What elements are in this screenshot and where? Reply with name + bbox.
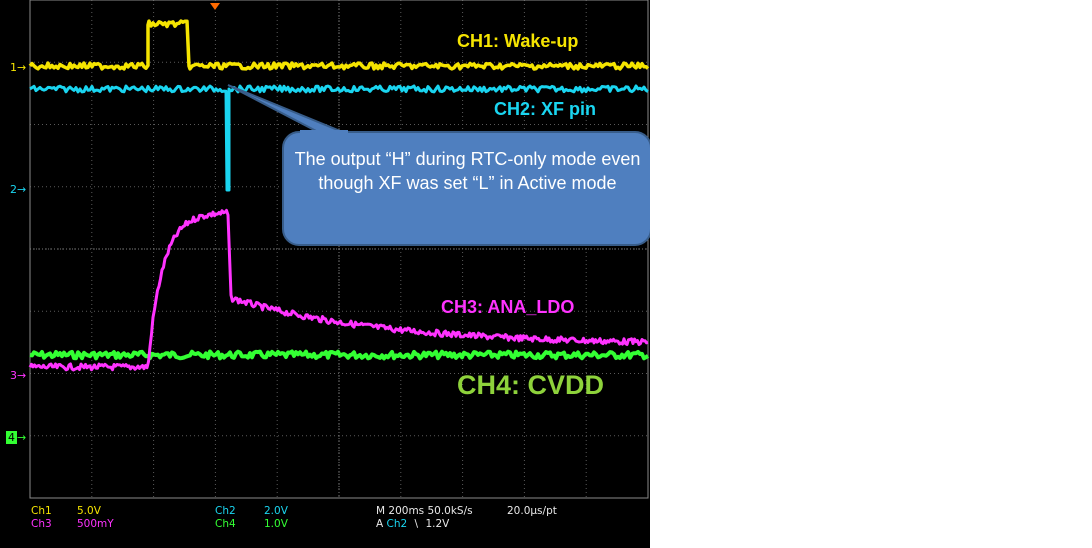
sample-interval-readout: 20.0µs/pt: [507, 505, 557, 517]
ch3-name: Ch3: [31, 518, 52, 530]
ch2-label: CH2: XF pin: [494, 99, 596, 119]
trigger-readout: A Ch2 \ 1.2V: [376, 518, 449, 530]
ch2-scale: 2.0V: [264, 505, 288, 517]
ch1-label: CH1: Wake-up: [457, 31, 579, 51]
ch1-trace: [28, 19, 650, 71]
trigger-prefix: A: [376, 518, 384, 530]
trigger-slope: \: [414, 518, 419, 530]
callout-pointer: [227, 84, 346, 134]
oscilloscope-screen: The output “H” during RTC-only mode even…: [0, 0, 650, 548]
ch1-name: Ch1: [31, 505, 52, 517]
ch4-scale: 1.0V: [264, 518, 288, 530]
ch2-trace: [29, 84, 649, 192]
ch2-name: Ch2: [215, 505, 236, 517]
trigger-level: 1.2V: [425, 518, 450, 530]
ch1-ground-marker: 1→: [10, 61, 27, 74]
graticule: [29, 0, 649, 499]
callout-text: The output “H” during RTC-only mode even…: [294, 149, 641, 193]
trigger-position-marker: [210, 3, 220, 10]
timebase-readout: M 200ms 50.0kS/s: [376, 505, 473, 517]
callout-joint: [300, 130, 348, 136]
graticule-border: [29, 0, 649, 499]
ch4-trace: [29, 349, 650, 361]
scope-svg: [28, 0, 650, 499]
ch3-trace: [28, 208, 649, 372]
ch3-scale: 500mY: [77, 518, 114, 530]
ch4-ground-marker: 4 →: [6, 431, 27, 444]
ch3-label: CH3: ANA_LDO: [441, 297, 575, 317]
trigger-source: Ch2: [386, 518, 408, 530]
ch4-label: CH4: CVDD: [457, 370, 605, 400]
traces: [28, 19, 650, 372]
ch4-name: Ch4: [215, 518, 236, 530]
callout-shape: [227, 84, 650, 246]
ch1-scale: 5.0V: [77, 505, 101, 517]
ch2-ground-marker: 2→: [10, 183, 27, 196]
ch3-ground-marker: 3→: [10, 369, 27, 382]
callout-box: [282, 131, 650, 246]
